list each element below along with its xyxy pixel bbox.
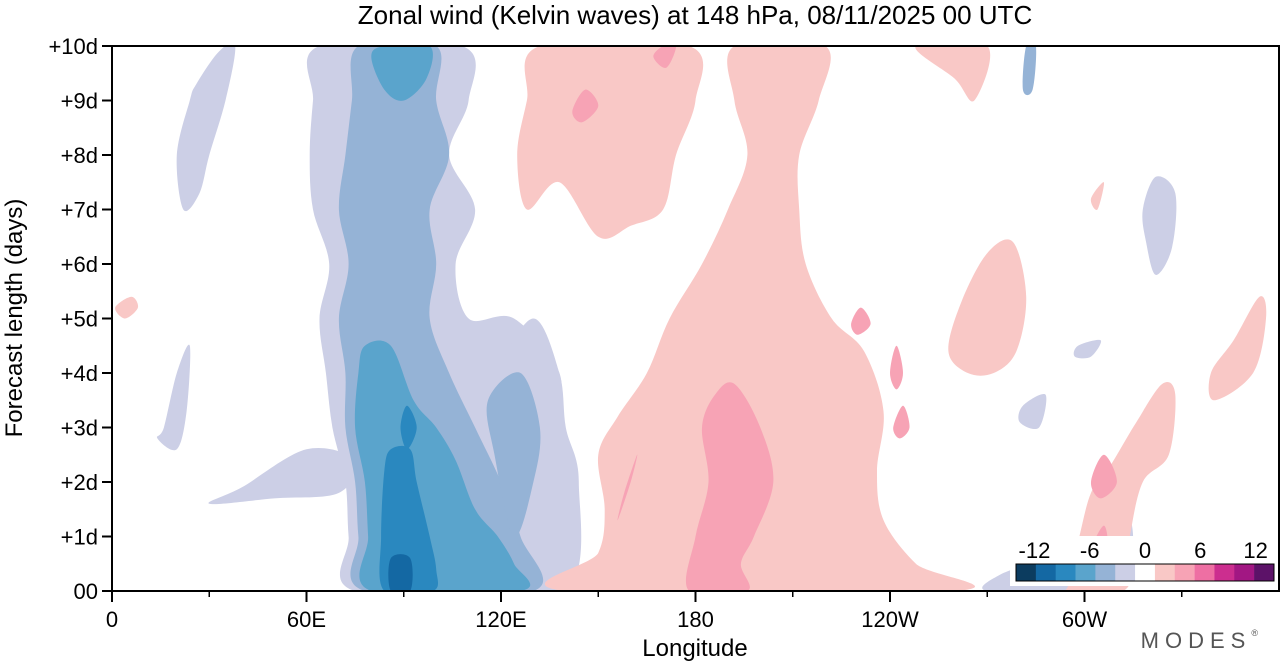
wind-contour-2-region-2 [948,239,1027,376]
wind-contour-neg2-region-8 [1018,394,1047,430]
x-tick-label-60E: 60E [287,607,326,632]
colorbar-swatch-12 [1254,564,1275,581]
wind-contour-neg2-region-4 [156,344,191,451]
wind-contour-neg10-region-0 [388,554,413,591]
x-axis: 0 60E 120E 180 120W 60W [106,591,1183,632]
y-tick-label-3: +3d [61,416,98,441]
wind-contour-2-region-5 [115,296,139,319]
colorbar-swatch-6 [1135,564,1156,581]
y-tick-label-9: +9d [61,89,98,114]
wind-contour-4-region-3 [893,405,910,439]
y-axis: 00 +1d +2d +3d +4d +5d +6d +7d +8d +9d +10d [48,34,112,604]
colorbar-swatch-4 [1095,564,1116,581]
wind-contour-2-region-1 [517,46,704,239]
colorbar-swatch-7 [1154,564,1176,581]
wind-contour-neg2-region-2 [208,448,357,505]
colorbar-swatch-9 [1194,564,1215,581]
wind-contour-2-region-0 [545,46,975,591]
wind-contour-neg2-region-9 [1073,339,1102,359]
wind-contour-neg8-region-1 [400,405,417,450]
wind-contour-neg2-region-3 [176,46,236,212]
x-tick-label-180: 180 [677,607,714,632]
wind-contour-4-region-7 [851,307,871,335]
colorbar-label-0: 0 [1139,538,1151,563]
modes-logo: MODES® [1140,628,1258,653]
colorbar-swatch-5 [1115,564,1136,581]
plot-area [115,46,1267,591]
y-tick-label-6: +6d [61,252,98,277]
wind-contour-2-region-7 [915,46,991,102]
colorbar-label-6: 6 [1194,538,1206,563]
wind-contour-neg8-region-0 [379,445,439,591]
colorbar-label-12: 12 [1243,538,1267,563]
colorbar-swatch-0 [1016,564,1037,581]
y-tick-label-1: +1d [61,525,98,550]
colorbar-swatch-10 [1214,564,1235,581]
wind-contour-4-region-5 [572,89,599,123]
y-axis-label: Forecast length (days) [1,199,28,438]
wind-contour-4-region-4 [890,345,903,390]
y-tick-label-10: +10d [48,34,98,59]
colorbar-frame [1015,563,1275,582]
y-tick-label-5: +5d [61,307,98,332]
x-tick-label-120W: 120W [861,607,919,632]
wind-contour-neg2-region-5 [1142,176,1177,275]
x-tick-label-60W: 60W [1062,607,1107,632]
wind-contour-neg6-region-1 [371,46,433,101]
colorbar-swatch-11 [1234,564,1255,581]
wind-contour-neg6-region-2 [490,558,515,581]
y-tick-label-7: +7d [61,198,98,223]
wind-contour-neg4-region-2 [1022,46,1037,96]
x-axis-label: Longitude [642,635,747,662]
chart-title: Zonal wind (Kelvin waves) at 148 hPa, 08… [358,0,1032,30]
colorbar-swatch-2 [1055,564,1076,581]
wind-contour-4-region-0 [685,382,774,591]
wind-contour-4-region-1 [617,454,638,521]
colorbar-swatch-8 [1174,564,1195,581]
x-tick-label-120E: 120E [475,607,526,632]
colorbar-swatch-3 [1075,564,1096,581]
colorbar-label--6: -6 [1080,538,1100,563]
y-tick-label-0: 00 [74,579,98,604]
y-tick-label-4: +4d [61,361,98,386]
x-tick-label-0: 0 [106,607,118,632]
colorbar-swatch-1 [1035,564,1056,581]
wind-contour-2-region-6 [1090,182,1105,210]
wind-contour-4-region-6 [653,46,677,68]
wind-contour-neg4-region-1 [486,372,541,537]
colorbar-label--12: -12 [1019,538,1051,563]
y-tick-label-8: +8d [61,143,98,168]
wind-contour-2-region-4 [1208,296,1267,401]
colorbar: -12 -6 0 6 12 [1010,536,1278,586]
y-tick-label-2: +2d [61,470,98,495]
wind-contour-4-region-2 [1090,454,1117,499]
